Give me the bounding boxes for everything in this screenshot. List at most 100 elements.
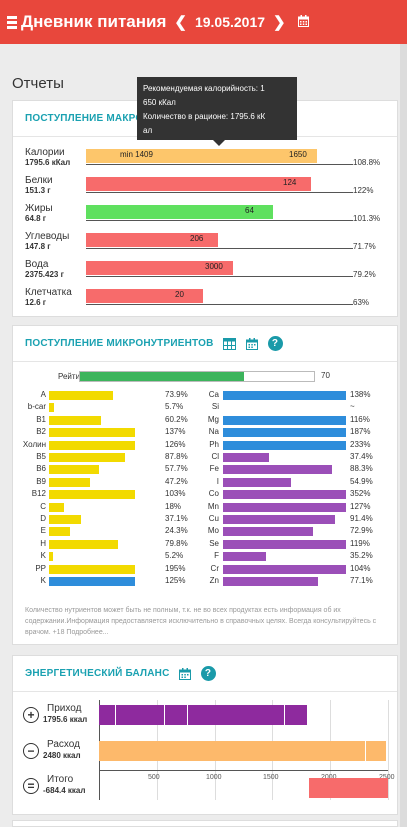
help-icon[interactable]: ?	[267, 336, 283, 351]
nutrient-bar[interactable]	[49, 527, 70, 537]
nutrient-bar[interactable]	[223, 515, 335, 524]
nutrient-name: I	[216, 476, 219, 486]
nutrient-bar[interactable]	[223, 453, 269, 462]
mineral-row: Ca 138%	[203, 390, 399, 401]
nutrient-bar[interactable]	[223, 577, 318, 586]
energy-bar-segment[interactable]	[285, 705, 307, 725]
macro-bar[interactable]	[86, 289, 203, 303]
energy-title: ЭНЕРГЕТИЧЕСКИЙ БАЛАНС	[25, 668, 170, 679]
macro-bar[interactable]	[86, 261, 233, 275]
nutrient-bar[interactable]	[223, 527, 313, 537]
nutrient-name: Mg	[207, 414, 219, 424]
nutrient-name: Ph	[209, 439, 219, 449]
energy-bar-segment[interactable]	[99, 705, 115, 725]
vitamin-row: B1 60.2%	[13, 415, 203, 426]
energy-bar-segment[interactable]	[366, 741, 386, 761]
calories-tooltip: Рекомендуемая калорийность: 1 650 кКал К…	[137, 77, 297, 146]
nutrient-bar[interactable]	[49, 477, 90, 487]
table-icon[interactable]	[222, 336, 237, 351]
macro-target-label: 206	[190, 234, 204, 243]
nutrient-bar[interactable]	[49, 502, 64, 512]
energy-value: 1795.6 ккал	[43, 715, 88, 724]
macro-bar-track: 206	[86, 233, 348, 247]
energy-sign-icon: =	[23, 778, 39, 794]
mineral-row: F 35.2%	[203, 551, 399, 562]
current-date[interactable]: 19.05.2017	[194, 14, 266, 30]
energy-balance-card: ЭНЕРГЕТИЧЕСКИЙ БАЛАНС ? 500 1000 1500 2000 2…	[12, 655, 398, 815]
macro-bar[interactable]	[86, 205, 273, 219]
nutrient-bar[interactable]	[223, 502, 346, 512]
nutrient-name: B1	[36, 414, 46, 424]
prev-date-button[interactable]: ❮	[174, 14, 187, 31]
calendar-icon[interactable]	[245, 336, 260, 351]
nutrient-bar[interactable]	[49, 415, 101, 425]
nutrient-bar[interactable]	[223, 415, 346, 425]
macro-row: Белки 151.3 г 124 122%	[13, 175, 399, 201]
nutrient-bar[interactable]	[223, 428, 346, 438]
energy-sign-icon: +	[23, 707, 39, 723]
nutrient-bar[interactable]	[223, 465, 332, 475]
nutrient-bar[interactable]	[223, 539, 346, 549]
calendar-icon[interactable]	[297, 14, 309, 30]
macro-bar[interactable]	[86, 149, 317, 163]
mineral-row: Co 352%	[203, 489, 399, 500]
nutrient-percent: 37.1%	[165, 514, 188, 523]
nutrient-name: C	[40, 501, 46, 511]
macro-bar[interactable]	[86, 233, 218, 247]
menu-icon[interactable]	[7, 15, 17, 29]
vitamin-row: A 73.9%	[13, 390, 203, 401]
axis-tick-label: 500	[148, 774, 160, 781]
macro-label: Вода	[25, 259, 49, 270]
nutrient-percent: ~	[350, 402, 355, 412]
nutrient-bar[interactable]	[223, 391, 346, 400]
macro-target-label: 20	[175, 290, 184, 299]
help-icon[interactable]: ?	[200, 666, 216, 681]
nutrient-bar[interactable]	[49, 428, 135, 438]
macro-bar[interactable]	[86, 177, 311, 191]
macro-percent: 108.8%	[353, 158, 381, 167]
nutrient-bar[interactable]	[49, 391, 113, 400]
next-date-button[interactable]: ❯	[273, 14, 286, 31]
energy-bar-segment[interactable]	[99, 741, 365, 761]
nutrient-bar[interactable]	[49, 490, 135, 500]
nutrient-bar[interactable]	[49, 552, 53, 562]
macro-label: Белки	[25, 175, 53, 186]
calendar-icon[interactable]	[178, 666, 193, 681]
energy-label: Приход	[47, 703, 82, 714]
nutrient-percent: 54.9%	[350, 476, 373, 486]
vitamin-row: K 5.2%	[13, 551, 203, 562]
nutrient-name: Cu	[208, 514, 219, 523]
nutrient-bar[interactable]	[49, 539, 118, 549]
nutrient-bar[interactable]	[223, 440, 346, 450]
energy-bar-segment[interactable]	[188, 705, 284, 725]
energy-bar-segment[interactable]	[116, 705, 164, 725]
nutrient-bar[interactable]	[49, 577, 135, 586]
nutrient-percent: 137%	[165, 427, 186, 437]
macro-underline	[86, 248, 353, 249]
nutrient-bar[interactable]	[49, 440, 135, 450]
nutrient-bar[interactable]	[223, 477, 291, 487]
macro-underline	[86, 304, 353, 305]
nutrient-name: K	[40, 576, 46, 585]
macro-percent: 101.3%	[353, 214, 381, 223]
micronutrients-title: ПОСТУПЛЕНИЕ МИКРОНУТРИЕНТОВ	[25, 338, 214, 349]
energy-bar[interactable]	[309, 778, 388, 798]
energy-bar-segment[interactable]	[165, 705, 187, 725]
nutrient-percent: 77.1%	[350, 576, 373, 585]
nutrient-bar[interactable]	[49, 453, 125, 462]
nutrient-bar[interactable]	[223, 552, 266, 562]
nutrient-name: Холин	[22, 439, 46, 449]
rating-bar	[79, 371, 315, 382]
nutrient-bar[interactable]	[49, 515, 81, 524]
nutrient-bar[interactable]	[49, 403, 54, 413]
nutrient-percent: 125%	[165, 576, 186, 585]
nutrient-name: B6	[36, 464, 46, 474]
macro-label: Жиры	[25, 203, 53, 214]
nutrient-bar[interactable]	[223, 564, 346, 574]
scrollbar[interactable]	[400, 44, 407, 827]
nutrient-bar[interactable]	[49, 564, 135, 574]
nutrient-bar[interactable]	[49, 465, 99, 475]
nutrient-name: Se	[209, 538, 219, 548]
macro-value: 147.8 г	[25, 242, 51, 251]
nutrient-bar[interactable]	[223, 490, 346, 500]
